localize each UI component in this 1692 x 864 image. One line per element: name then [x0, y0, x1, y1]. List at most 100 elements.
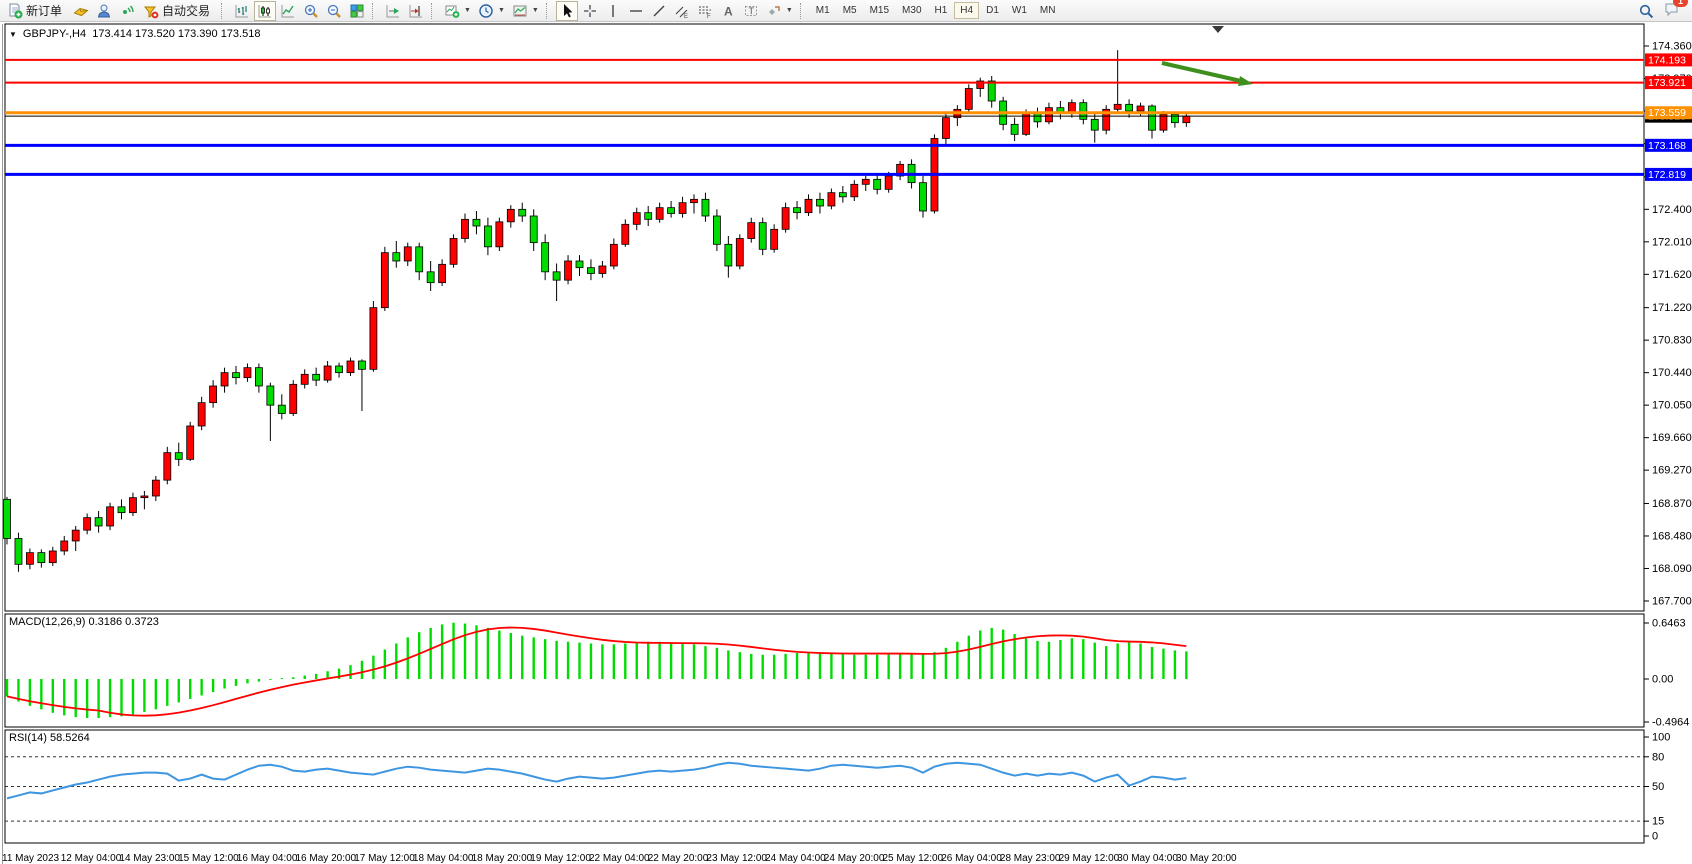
templates-dropdown-button[interactable]: ▼	[509, 1, 542, 21]
svg-text:24 May 20:00: 24 May 20:00	[824, 853, 885, 864]
chevron-down-icon: ▼	[497, 7, 505, 14]
svg-text:0.6463: 0.6463	[1652, 617, 1686, 629]
macd-panel	[4, 613, 1645, 728]
toolbar-separator	[545, 2, 551, 19]
timeframe-d1-button[interactable]: D1	[980, 2, 1005, 19]
line-chart-button[interactable]	[277, 1, 299, 21]
trend-arrow-object[interactable]	[1161, 61, 1242, 83]
timeframe-m15-button[interactable]: M15	[864, 2, 895, 19]
macd-signal-line	[6, 626, 1187, 717]
candlestick-chart-button[interactable]	[254, 0, 277, 21]
price-axis: 174.360173.970173.580173.190172.790172.4…	[1644, 41, 1692, 607]
community-button[interactable]	[93, 1, 115, 21]
svg-text:15: 15	[1652, 816, 1664, 828]
text-a-icon: A	[724, 4, 733, 18]
channel-tool-button[interactable]: E	[671, 1, 693, 21]
svg-text:168.480: 168.480	[1652, 530, 1692, 542]
svg-text:28 May 23:00: 28 May 23:00	[1000, 853, 1061, 864]
svg-text:16 May 04:00: 16 May 04:00	[237, 853, 298, 864]
svg-text:0: 0	[1652, 831, 1658, 843]
chart-shift-button[interactable]	[405, 1, 427, 21]
svg-text:100: 100	[1652, 732, 1670, 744]
chevron-down-icon: ▼	[785, 7, 793, 14]
svg-text:174.193: 174.193	[1648, 54, 1686, 66]
price-tag: 173.168	[1645, 138, 1692, 152]
new-order-label: 新订单	[26, 4, 63, 18]
svg-text:29 May 12:00: 29 May 12:00	[1059, 853, 1120, 864]
toolbar-separator	[372, 2, 377, 19]
svg-text:T: T	[748, 6, 754, 16]
autotrading-icon	[143, 6, 159, 18]
vertical-line-icon	[612, 4, 614, 17]
timeframe-m5-button[interactable]: M5	[837, 2, 863, 19]
timeframe-mn-button[interactable]: MN	[1034, 2, 1062, 19]
auto-scroll-icon	[386, 4, 400, 17]
svg-text:14 May 23:00: 14 May 23:00	[119, 853, 180, 864]
svg-text:80: 80	[1652, 751, 1664, 763]
shapes-dropdown-button[interactable]: ▼	[763, 1, 796, 21]
tile-windows-button[interactable]	[346, 1, 368, 21]
text-tool-button[interactable]: A	[717, 1, 739, 21]
signal-waves-icon	[123, 4, 134, 14]
bar-chart-button[interactable]	[231, 1, 253, 21]
svg-text:16 May 20:00: 16 May 20:00	[296, 853, 357, 864]
horizontal-line-icon	[629, 9, 642, 12]
fibonacci-tool-button[interactable]: F	[694, 1, 716, 21]
arrows-shapes-icon	[768, 5, 780, 15]
timeframe-h4-button[interactable]: H4	[954, 2, 980, 19]
horizontal-line-tool-button[interactable]	[625, 1, 647, 21]
autotrading-button[interactable]: 自动交易	[139, 1, 217, 21]
periods-dropdown-button[interactable]: ▼	[475, 1, 508, 21]
svg-text:11 May 2023: 11 May 2023	[2, 853, 60, 864]
svg-text:167.700: 167.700	[1652, 595, 1692, 607]
timeframe-w1-button[interactable]: W1	[1006, 2, 1033, 19]
svg-text:17 May 12:00: 17 May 12:00	[354, 853, 415, 864]
zoom-out-button[interactable]	[323, 1, 345, 21]
svg-text:173.168: 173.168	[1648, 140, 1686, 152]
svg-text:25 May 12:00: 25 May 12:00	[883, 853, 944, 864]
line-chart-icon	[281, 4, 295, 17]
signals-button[interactable]	[116, 1, 138, 21]
search-button[interactable]	[1635, 1, 1657, 21]
template-chart-icon	[513, 5, 527, 16]
svg-text:169.660: 169.660	[1652, 432, 1692, 444]
timeframe-m1-button[interactable]: M1	[810, 2, 836, 19]
new-order-button[interactable]: 新订单	[3, 1, 69, 21]
gold-ingot-button[interactable]	[70, 1, 92, 21]
svg-text:24 May 04:00: 24 May 04:00	[765, 853, 826, 864]
zoom-in-button[interactable]	[300, 1, 322, 21]
svg-text:E: E	[684, 14, 688, 19]
chart-canvas[interactable]: 174.360173.970173.580173.190172.790172.4…	[0, 22, 1692, 864]
cursor-button[interactable]	[555, 0, 578, 21]
svg-text:169.270: 169.270	[1652, 465, 1692, 477]
timeframe-h1-button[interactable]: H1	[929, 2, 954, 19]
crosshair-button[interactable]	[579, 1, 601, 21]
svg-text:171.220: 171.220	[1652, 302, 1692, 314]
svg-text:18 May 20:00: 18 May 20:00	[472, 853, 533, 864]
svg-text:22 May 20:00: 22 May 20:00	[648, 853, 709, 864]
trendline-icon	[653, 5, 665, 16]
chevron-down-icon: ▼	[464, 7, 471, 14]
chart-shift-marker[interactable]	[1212, 26, 1224, 33]
gold-ingot-icon	[73, 7, 89, 16]
vertical-line-tool-button[interactable]	[602, 1, 624, 21]
trendline-tool-button[interactable]	[648, 1, 670, 21]
timeframe-m30-button[interactable]: M30	[896, 2, 927, 19]
indicators-dropdown-button[interactable]: ▼	[441, 1, 474, 21]
svg-text:172.010: 172.010	[1652, 236, 1692, 248]
main-toolbar: 新订单 自动交易 ▼ ▼	[0, 0, 1692, 22]
macd-series	[5, 622, 1188, 718]
new-order-icon	[9, 3, 23, 18]
trend-arrow-head	[1238, 76, 1253, 86]
svg-text:30 May 20:00: 30 May 20:00	[1176, 853, 1237, 864]
svg-text:-0.4964: -0.4964	[1652, 717, 1689, 729]
crosshair-icon	[583, 4, 596, 17]
label-tool-button[interactable]: T	[740, 1, 762, 21]
candlestick-series[interactable]	[3, 50, 1191, 572]
auto-scroll-button[interactable]	[382, 1, 404, 21]
price-tag: 173.559	[1645, 106, 1692, 120]
fibonacci-icon: F	[698, 6, 711, 19]
svg-text:0.00: 0.00	[1652, 674, 1673, 686]
svg-text:30 May 04:00: 30 May 04:00	[1117, 853, 1178, 864]
